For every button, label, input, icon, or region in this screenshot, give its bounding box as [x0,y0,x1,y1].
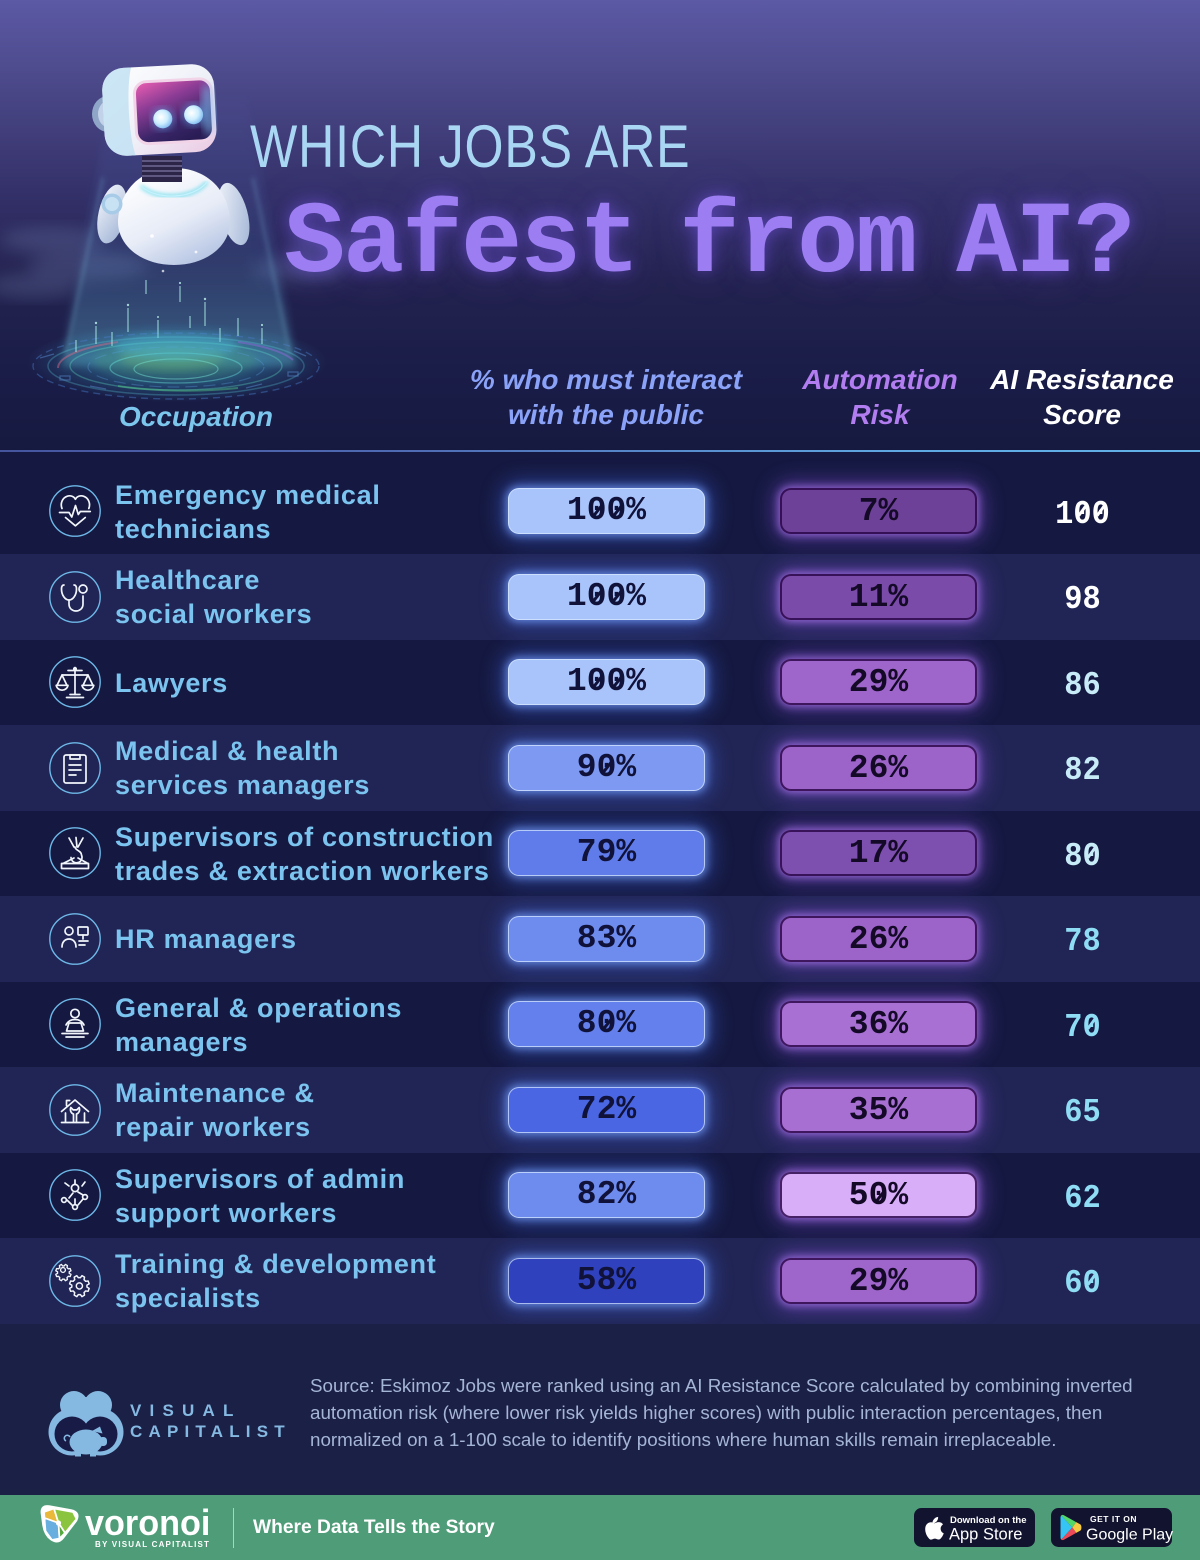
svg-text:GET IT ON: GET IT ON [1090,1514,1137,1524]
svg-text:App Store: App Store [949,1526,1022,1544]
svg-text:Download on the: Download on the [950,1515,1027,1526]
svg-text:CAPITALIST: CAPITALIST [130,1422,291,1441]
svg-text:VISUAL: VISUAL [130,1401,242,1420]
svg-text:Google Play: Google Play [1086,1527,1173,1544]
